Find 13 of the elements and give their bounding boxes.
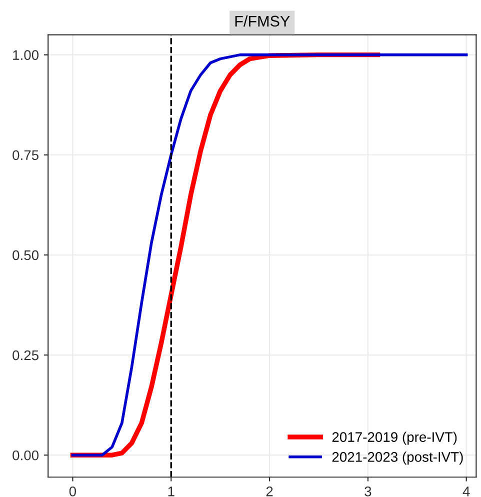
x-tick-label: 1 xyxy=(168,486,174,496)
x-tick-label: 3 xyxy=(364,486,372,496)
x-tick-label: 2 xyxy=(266,486,273,496)
y-tick-label: 1.00 xyxy=(13,50,39,60)
chart-title: F/FMSY xyxy=(235,15,290,27)
y-tick-label: 0.75 xyxy=(12,150,38,160)
y-tick-label: 0.00 xyxy=(12,450,39,460)
x-tick-label: 4 xyxy=(462,486,470,496)
x-tick-label: 0 xyxy=(69,486,76,496)
legend-label: 2021-2023 (post-IVT) xyxy=(332,452,463,465)
legend-label: 2017-2019 (pre-IVT) xyxy=(332,432,457,445)
y-tick-label: 0.25 xyxy=(12,350,38,360)
y-tick-label: 0.50 xyxy=(12,250,39,260)
